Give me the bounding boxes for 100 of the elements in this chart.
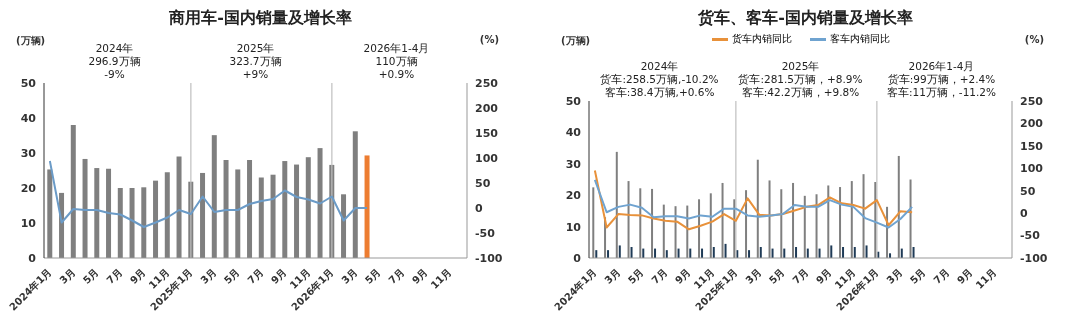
bar xyxy=(721,182,724,258)
bar xyxy=(141,187,147,258)
bar xyxy=(662,204,665,258)
y-tick-label: 20 xyxy=(565,189,582,203)
x-tick-label: 11月 xyxy=(973,266,999,291)
x-tick-label: 3月 xyxy=(339,266,360,286)
y2-tick-label: 100 xyxy=(475,151,499,165)
text: 2026年1-4月 xyxy=(363,42,430,54)
bar xyxy=(352,131,358,258)
y-tick-label: 0 xyxy=(28,251,37,265)
bar xyxy=(618,245,621,258)
text: 客车:11万辆，-11.2% xyxy=(886,86,997,98)
x-tick-label: 5月 xyxy=(907,266,928,286)
chart-title: 货车、客车-国内销量及增长率 xyxy=(697,8,914,29)
bar xyxy=(341,194,347,258)
bar xyxy=(651,188,654,258)
x-tick-label: 5月 xyxy=(625,266,646,286)
bar xyxy=(759,247,762,258)
y-tick-label: 40 xyxy=(565,126,582,140)
bar xyxy=(842,247,845,258)
line-series xyxy=(593,169,914,231)
x-tick-label: 7月 xyxy=(245,266,266,286)
bar xyxy=(627,181,630,258)
y2-axis-title: (%) xyxy=(479,34,499,45)
y2-tick-label: 200 xyxy=(475,101,499,115)
x-tick-label: 7月 xyxy=(649,266,670,286)
text: 客车:38.4万辆,+0.6% xyxy=(604,86,715,98)
y-tick-label: 50 xyxy=(565,94,582,108)
bar xyxy=(815,194,818,258)
y-axis-title: (万辆) xyxy=(561,34,591,48)
text: 货车:99万辆，+2.4% xyxy=(887,73,996,85)
y2-tick-label: 250 xyxy=(475,76,499,90)
x-tick-label: 9月 xyxy=(127,266,148,286)
bar xyxy=(912,247,915,258)
bar xyxy=(317,148,323,258)
bar xyxy=(803,195,806,258)
x-tick-label: 7月 xyxy=(790,266,811,286)
bar xyxy=(164,172,170,258)
text: 323.7万辆 xyxy=(228,55,283,68)
y2-axis-title: (%) xyxy=(1024,34,1044,45)
line-series xyxy=(48,160,369,228)
bar xyxy=(850,181,853,258)
bar xyxy=(47,169,53,258)
bar xyxy=(235,169,241,258)
y2-tick-label: 150 xyxy=(475,126,499,140)
text: 2024年 xyxy=(95,42,134,54)
bar xyxy=(862,174,865,258)
legend-label: 货车内销同比 xyxy=(731,32,792,46)
bar xyxy=(106,168,112,258)
text: 2025年 xyxy=(780,60,821,73)
bar xyxy=(639,188,642,258)
bar xyxy=(270,174,276,258)
bar xyxy=(865,245,868,258)
text: 货车:281.5万辆，+8.9% xyxy=(738,73,863,85)
x-tick-label: 5月 xyxy=(362,266,383,286)
x-tick-label: 7月 xyxy=(386,266,407,286)
text: 2024年 xyxy=(639,60,680,73)
text: -9% xyxy=(104,68,125,80)
y2-tick-label: -50 xyxy=(1020,229,1041,243)
x-tick-label: 3月 xyxy=(602,266,623,286)
y2-tick-label: -100 xyxy=(1020,251,1048,265)
y-tick-label: 20 xyxy=(20,181,37,195)
x-tick-label: 5月 xyxy=(80,266,101,286)
text: 2026年1-4月 xyxy=(907,60,976,73)
x-tick-label: 7月 xyxy=(104,266,125,286)
text: 296.9万辆 xyxy=(87,55,142,68)
text: 客车:42.2万辆，+9.8% xyxy=(741,86,860,98)
x-tick-label: 11月 xyxy=(428,266,454,291)
bar xyxy=(909,179,912,258)
x-tick-label: 9月 xyxy=(813,266,834,286)
bar xyxy=(780,189,783,258)
text: +9% xyxy=(241,68,270,81)
bar xyxy=(176,156,182,258)
bar xyxy=(82,158,88,258)
y2-tick-label: 200 xyxy=(1020,117,1044,131)
y2-tick-label: 100 xyxy=(1020,162,1044,176)
x-tick-label: 3月 xyxy=(198,266,219,286)
text: +0.9% xyxy=(378,68,415,80)
legend-label: 客车内销同比 xyxy=(829,32,890,46)
bar xyxy=(592,187,595,258)
bar xyxy=(792,182,795,258)
x-tick-label: 3月 xyxy=(884,266,905,286)
y-tick-label: 50 xyxy=(20,76,37,90)
y-tick-label: 0 xyxy=(573,251,582,265)
x-tick-label: 3月 xyxy=(743,266,764,286)
x-tick-label: 5月 xyxy=(766,266,787,286)
bar xyxy=(897,155,900,258)
bar xyxy=(282,161,288,258)
text: 货车:258.5万辆,-10.2% xyxy=(600,73,719,85)
y-tick-label: 40 xyxy=(20,111,37,125)
bar xyxy=(615,151,618,258)
text: 2025年 xyxy=(235,42,276,55)
y-tick-label: 30 xyxy=(565,157,582,171)
bar xyxy=(223,160,229,258)
y-tick-label: 30 xyxy=(20,146,37,160)
bar xyxy=(839,187,842,258)
bar xyxy=(247,160,253,258)
bar xyxy=(630,247,633,258)
y-axis-title: (万辆) xyxy=(16,34,46,48)
y2-tick-label: 0 xyxy=(475,201,483,215)
